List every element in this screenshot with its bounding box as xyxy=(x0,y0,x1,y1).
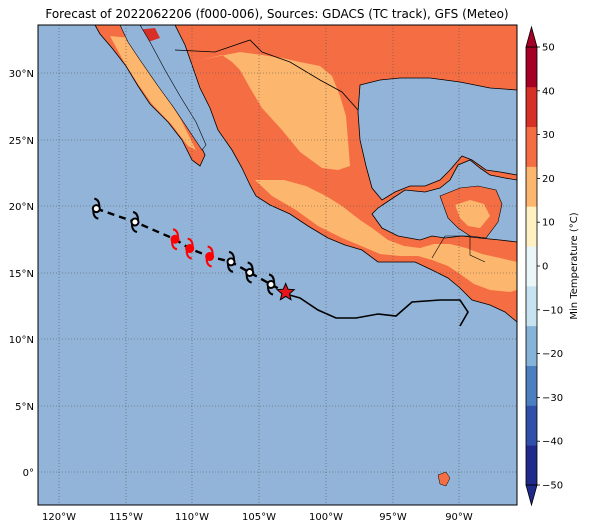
colorbar-segment xyxy=(526,246,537,287)
colorbar-segment xyxy=(526,325,537,366)
colorbar-tick-label: 20 xyxy=(542,174,555,185)
colorbar-segment xyxy=(526,166,537,207)
track-layer xyxy=(91,197,296,301)
tropical-storm-icon xyxy=(185,237,195,260)
colorbar-segment xyxy=(526,365,537,406)
map-frame xyxy=(37,24,518,506)
colorbar-tick-label: −40 xyxy=(542,437,563,448)
colorbar-tick-label: 10 xyxy=(542,218,555,229)
lat-tick-label: 30°N xyxy=(9,69,34,80)
tropical-storm-icon xyxy=(245,261,255,284)
colorbar-segment xyxy=(526,206,537,247)
colorbar-tick-label: −20 xyxy=(542,349,563,360)
colorbar-tick-label: −50 xyxy=(542,481,563,492)
map-gridlines xyxy=(38,25,517,505)
gulf-of-mexico xyxy=(357,77,517,201)
colorbar-segment xyxy=(526,285,537,327)
lon-tick-label: 100°W xyxy=(309,512,343,523)
land-baja-warm xyxy=(110,36,196,150)
lat-tick-label: 20°N xyxy=(9,202,34,213)
colorbar-tick-label: 40 xyxy=(542,86,555,97)
colorbar-segment xyxy=(526,405,537,446)
lat-tick-label: 15°N xyxy=(9,269,34,280)
colorbar-tick-label: −30 xyxy=(542,393,563,404)
lon-tick-label: 110°W xyxy=(175,512,209,523)
colorbar-segment xyxy=(526,47,537,88)
figure-title: Forecast of 2022062206 (f000-006), Sourc… xyxy=(45,7,508,21)
us-mexico-border xyxy=(174,39,359,111)
tropical-storm-icon xyxy=(266,273,276,296)
colorbar-tick-label: −10 xyxy=(542,305,563,316)
lon-tick-label: 105°W xyxy=(242,512,276,523)
land-yucatan-warm xyxy=(455,200,490,228)
land-hot-patch-2 xyxy=(350,50,400,72)
track-extension xyxy=(285,293,469,327)
guatemala-border xyxy=(431,235,486,263)
tropical-storm-icon xyxy=(91,197,101,220)
colorbar-tick-label: 50 xyxy=(542,43,555,54)
colorbar: 50 40 30 20 10 0 −10 −20 −30 −40 −50 Min Temperatu… xyxy=(525,25,580,507)
tropical-storm-icon xyxy=(226,250,236,273)
tropical-storm-icon xyxy=(205,245,215,268)
lon-ticks: 120°W 115°W 110°W 105°W 100°W 95°W 90°W xyxy=(42,512,473,523)
land-central-plateau xyxy=(255,180,517,292)
colorbar-tick-label: 30 xyxy=(542,130,555,141)
lon-tick-label: 95°W xyxy=(379,512,407,523)
colorbar-label: Min Temperature (°C) xyxy=(569,212,580,319)
tropical-storm-icon xyxy=(170,228,180,251)
colorbar-top-arrow xyxy=(525,25,538,48)
lat-tick-label: 0° xyxy=(23,468,34,479)
colorbar-bottom-arrow xyxy=(525,484,538,507)
tropical-storm-icon xyxy=(130,210,140,233)
lat-ticks: 30°N 25°N 20°N 15°N 10°N 5°N 0° xyxy=(9,69,34,479)
colorbar-tick-label: 0 xyxy=(542,262,548,273)
land-highlands-warm xyxy=(200,52,350,170)
lat-tick-label: 10°N xyxy=(9,335,34,346)
lon-tick-label: 115°W xyxy=(109,512,143,523)
colorbar-segment xyxy=(526,126,537,167)
map-panel xyxy=(38,25,517,505)
galapagos-islands xyxy=(437,471,451,487)
lon-tick-label: 120°W xyxy=(42,512,76,523)
current-position-star-icon xyxy=(275,282,296,301)
gulf-of-california xyxy=(119,25,207,151)
colorbar-segment xyxy=(526,445,537,486)
lat-tick-label: 25°N xyxy=(9,136,34,147)
colorbar-segment xyxy=(526,86,537,128)
lon-tick-label: 90°W xyxy=(445,512,473,523)
lat-tick-label: 5°N xyxy=(15,402,34,413)
